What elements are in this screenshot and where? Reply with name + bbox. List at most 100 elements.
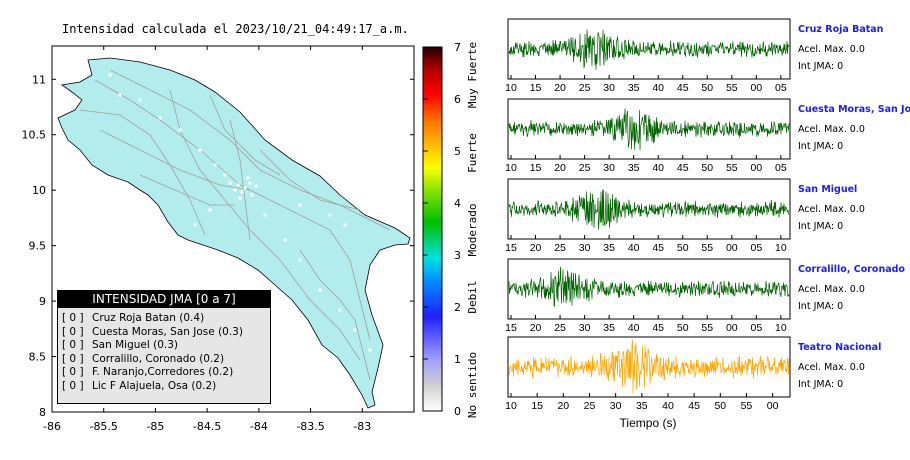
waveform-station-name: San Miguel [798, 184, 858, 195]
legend-item-level: [ 0 ] [62, 379, 84, 392]
waveform-panel: 15 20 25 30 35 40 45 50 55 00 05 10 [505, 178, 791, 254]
station-marker [118, 93, 122, 97]
legend-item-name: Corralillo, Coronado (0.2) [92, 352, 225, 365]
waveform-x-label: Tiempo (s) [620, 416, 677, 430]
waveform-tick-label: 25 [579, 162, 591, 174]
station-marker [254, 184, 258, 188]
station-marker [208, 208, 212, 212]
station-marker [246, 176, 250, 180]
map-y-axis: 11 10.5 10 9.5 9 8.5 8 [22, 73, 414, 419]
waveform-tick-label: 25 [554, 242, 566, 254]
map-x-tick-label: -85.5 [89, 420, 117, 433]
legend-item-level: [ 0 ] [62, 325, 84, 338]
intensity-legend: INTENSIDAD JMA [0 a 7] [ 0 ] Cruz Roja Ba… [57, 290, 271, 404]
colorbar-category-label: Muy Fuerte [466, 42, 479, 108]
colorbar-labels: No sentido Debil Moderado Fuerte Muy Fuerte [466, 42, 479, 418]
legend-item-level: [ 0 ] [62, 366, 84, 378]
station-marker [243, 186, 247, 190]
colorbar-category-label: No sentido [466, 352, 479, 418]
colorbar-tick-label: 0 [454, 405, 461, 418]
waveform-tick-label: 50 [714, 400, 726, 412]
waveform-tick-label: 45 [688, 400, 700, 412]
station-marker [318, 288, 322, 292]
waveform-panel: 10 15 20 25 30 35 40 45 50 55 00 [505, 336, 791, 412]
map-x-tick-label: -86 [43, 420, 61, 433]
station-marker [343, 223, 347, 227]
road-line [209, 94, 281, 176]
station-marker [138, 98, 142, 102]
map-x-tick-label: -83.5 [296, 420, 324, 433]
legend-item-name: San Miguel (0.3) [92, 339, 178, 351]
waveform-tick-label: 25 [584, 400, 596, 412]
waveform-tick-label: 50 [677, 322, 689, 334]
waveform-trace [508, 266, 790, 308]
waveform-tick-label: 45 [652, 322, 664, 334]
waveform-station-name: Cuesta Moras, San Jose [798, 104, 910, 115]
waveform-station-name: Teatro Nacional [798, 342, 882, 353]
waveform-station-info: Corralillo, Coronado Acel. Max. 0.0 Int JM… [798, 264, 905, 318]
waveform-tick-label: 30 [579, 322, 591, 334]
waveform-jma-intensity: Int JMA: 0 [798, 61, 844, 72]
waveform-tick-label: 55 [726, 162, 738, 174]
map-x-axis: -86 -85.5 -85 -84.5 -84 -83.5 -83 [43, 46, 371, 433]
waveform-tick-label: 40 [662, 400, 674, 412]
colorbar-category-label: Fuerte [466, 133, 479, 173]
waveform-tick-label: 15 [531, 400, 543, 412]
waveform-tick-label: 00 [767, 400, 779, 412]
waveform-panel: 10 15 20 25 30 35 40 45 50 55 00 05 [505, 98, 791, 174]
waveform-tick-label: 15 [530, 82, 542, 94]
road-line [99, 129, 251, 191]
colorbar-tick-label: 6 [454, 93, 461, 106]
waveform-tick-label: 30 [603, 162, 615, 174]
legend-item-name: F. Naranjo,Corredores (0.2) [92, 366, 234, 378]
legend-item-name: Cuesta Moras, San Jose (0.3) [92, 325, 243, 338]
waveform-tick-label: 55 [726, 82, 738, 94]
legend-item-name: Lic F Alajuela, Osa (0.2) [92, 379, 217, 392]
station-marker [298, 203, 302, 207]
map-y-tick-label: 8 [39, 406, 46, 419]
map-y-tick-label: 9.5 [29, 240, 47, 253]
station-marker [236, 183, 240, 187]
station-marker [263, 213, 267, 217]
waveform-accel-max: Acel. Max. 0.0 [798, 124, 865, 135]
map-y-tick-label: 10.5 [22, 129, 47, 142]
road-line [109, 69, 391, 231]
waveform-tick-label: 00 [750, 162, 762, 174]
waveform-tick-label: 55 [701, 322, 713, 334]
waveform-tick-label: 30 [579, 242, 591, 254]
waveform-tick-label: 40 [652, 82, 664, 94]
station-marker [178, 128, 182, 132]
waveform-tick-label: 20 [554, 162, 566, 174]
road-line [139, 174, 235, 206]
map-x-tick-label: -85 [146, 420, 164, 433]
waveform-tick-label: 15 [505, 242, 517, 254]
waveform-tick-label: 30 [603, 82, 615, 94]
waveform-tick-label: 50 [701, 162, 713, 174]
station-marker [298, 258, 302, 262]
waveform-tick-label: 55 [701, 242, 713, 254]
station-marker [223, 173, 227, 177]
waveform-station-name: Cruz Roja Batan [798, 24, 884, 35]
waveform-station-info: Teatro Nacional Acel. Max. 0.0 Int JMA: 0 [798, 342, 881, 396]
legend-item: [ 0 ] Cuesta Moras, San Jose (0.3) [58, 326, 270, 340]
legend-item: [ 0 ] Corralillo, Coronado (0.2) [58, 353, 270, 367]
legend-item: [ 0 ] Lic F Alajuela, Osa (0.2) [58, 380, 270, 394]
map-y-tick-label: 9 [39, 295, 46, 308]
station-marker [213, 163, 217, 167]
page-title: Intensidad calculada el 2023/10/21_04:49… [62, 22, 409, 36]
waveform-tick-label: 40 [628, 242, 640, 254]
waveform-tick-label: 05 [750, 322, 762, 334]
station-marker [233, 188, 237, 192]
waveform-panel: 15 20 25 30 35 40 45 50 55 00 05 10 [505, 258, 791, 334]
waveform-tick-label: 35 [628, 82, 640, 94]
station-marker [158, 116, 162, 120]
waveform-tick-label: 35 [628, 162, 640, 174]
legend-item: [ 0 ] F. Naranjo,Corredores (0.2) [58, 366, 270, 380]
road-line [239, 184, 371, 341]
waveform-tick-label: 05 [775, 82, 787, 94]
colorbar-tick-label: 7 [454, 41, 461, 54]
waveform-tick-label: 35 [603, 322, 615, 334]
station-marker [353, 328, 357, 332]
road-line [299, 249, 371, 381]
